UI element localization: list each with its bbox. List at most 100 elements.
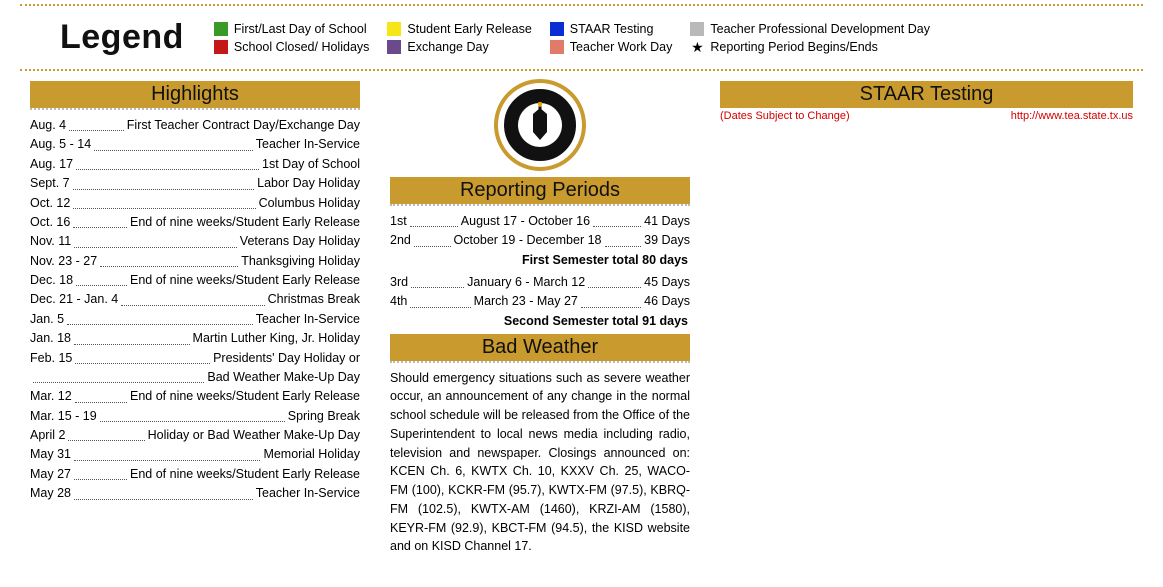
highlights-row: Aug. 17 1st Day of School	[30, 155, 360, 174]
swatch-salmon	[550, 40, 564, 54]
hl-desc: End of nine weeks/Student Early Release	[130, 465, 360, 484]
staar-title: STAAR Testing	[720, 81, 1133, 108]
leader-dots	[581, 292, 641, 307]
legend-item: ★ Reporting Period Begins/Ends	[690, 40, 930, 54]
hl-desc: End of nine weeks/Student Early Release	[130, 271, 360, 290]
hl-date: Feb. 15	[30, 349, 72, 368]
highlights-title: Highlights	[30, 81, 360, 108]
leader-dots	[76, 155, 259, 170]
hl-desc: Memorial Holiday	[263, 445, 360, 464]
rule-sub	[30, 108, 360, 110]
leader-dots	[69, 116, 124, 131]
badweather-title: Bad Weather	[390, 334, 690, 361]
highlights-row: Dec. 21 - Jan. 4 Christmas Break	[30, 290, 360, 309]
legend-item: Teacher Professional Development Day	[690, 22, 930, 36]
leader-dots	[605, 231, 642, 246]
hl-date: Nov. 23 - 27	[30, 252, 97, 271]
highlights-row: May 27 End of nine weeks/Student Early Re…	[30, 465, 360, 484]
leader-dots	[75, 387, 127, 402]
swatch-blue	[550, 22, 564, 36]
leader-dots	[74, 465, 127, 480]
legend-label: STAAR Testing	[570, 22, 654, 36]
legend-label: Student Early Release	[407, 22, 531, 36]
reporting-row: 3rdJanuary 6 - March 1245 Days	[390, 273, 690, 292]
leader-dots	[411, 273, 464, 288]
legend-item: Student Early Release	[387, 22, 531, 36]
logo-ring-svg: KILLEEN INDEPENDENT SCHOOL DISTRICT	[498, 83, 582, 167]
swatch-purple	[387, 40, 401, 54]
hl-desc: Labor Day Holiday	[257, 174, 360, 193]
reporting-list-2: 3rdJanuary 6 - March 1245 Days4th March 2…	[390, 273, 690, 312]
rule-under-legend	[20, 69, 1143, 71]
hl-date: Dec. 21 - Jan. 4	[30, 290, 118, 309]
leader-dots	[73, 194, 255, 209]
hl-date: May 28	[30, 484, 71, 503]
staar-link[interactable]: http://www.tea.state.tx.us	[1011, 110, 1133, 122]
reporting-row: 1st August 17 - October 16 41 Days	[390, 212, 690, 231]
rp-ord: 4th	[390, 292, 407, 311]
hl-date: May 27	[30, 465, 71, 484]
svg-text:KILLEEN: KILLEEN	[522, 88, 559, 101]
highlights-row: May 28 Teacher In-Service	[30, 484, 360, 503]
reporting-row: 4thMarch 23 - May 2746 Days	[390, 292, 690, 311]
legend-label: Teacher Professional Development Day	[710, 22, 930, 36]
leader-dots	[75, 349, 210, 364]
rule-sub	[390, 361, 690, 363]
hl-date: Oct. 16	[30, 213, 70, 232]
hl-date: Sept. 7	[30, 174, 70, 193]
swatch-red	[214, 40, 228, 54]
highlights-row: Sept. 7 Labor Day Holiday	[30, 174, 360, 193]
highlights-row: Nov. 23 - 27 Thanksgiving Holiday	[30, 252, 360, 271]
middle-column: KILLEEN INDEPENDENT SCHOOL DISTRICT R	[390, 75, 690, 556]
rp-days: 39 Days	[644, 231, 690, 250]
svg-text:INDEPENDENT SCHOOL DISTRICT: INDEPENDENT SCHOOL DISTRICT	[510, 140, 570, 160]
leader-dots	[100, 252, 238, 267]
leader-dots	[73, 213, 127, 228]
swatch-green	[214, 22, 228, 36]
legend-title: Legend	[60, 18, 184, 57]
swatch-gray	[690, 22, 704, 36]
hl-desc: Thanksgiving Holiday	[241, 252, 360, 271]
legend-item: Exchange Day	[387, 40, 531, 54]
reporting-title: Reporting Periods	[390, 177, 690, 204]
hl-date: May 31	[30, 445, 71, 464]
hl-date: Oct. 12	[30, 194, 70, 213]
badweather-body: Should emergency situations such as seve…	[390, 369, 690, 557]
hl-date: Aug. 17	[30, 155, 73, 174]
legend-item: School Closed/ Holidays	[214, 40, 370, 54]
hl-desc: Teacher In-Service	[256, 484, 360, 503]
highlights-list: Aug. 4First Teacher Contract Day/Exchang…	[30, 116, 360, 504]
hl-desc: Teacher In-Service	[256, 310, 360, 329]
rp-days: 45 Days	[644, 273, 690, 292]
hl-desc: Teacher In-Service	[256, 135, 360, 154]
hl-desc: End of nine weeks/Student Early Release	[130, 387, 360, 406]
legend-item: Teacher Work Day	[550, 40, 673, 54]
rp-ord: 3rd	[390, 273, 408, 292]
hl-desc: Presidents' Day Holiday or	[213, 349, 360, 368]
hl-date: Jan. 18	[30, 329, 71, 348]
hl-desc: Christmas Break	[268, 290, 360, 309]
rp-range: March 23 - May 27	[474, 292, 578, 311]
hl-date: Mar. 15 - 19	[30, 407, 97, 426]
hl-desc: 1st Day of School	[262, 155, 360, 174]
legend-band: Legend First/Last Day of School School C…	[20, 10, 1143, 65]
reporting-list-1: 1stAugust 17 - October 1641 Days2ndOctob…	[390, 212, 690, 251]
rule-top	[20, 4, 1143, 6]
district-logo: KILLEEN INDEPENDENT SCHOOL DISTRICT	[390, 79, 690, 171]
highlights-row: Feb. 15 Presidents' Day Holiday or	[30, 349, 360, 368]
leader-dots	[94, 135, 253, 150]
leader-dots	[74, 445, 260, 460]
highlights-row: Aug. 4First Teacher Contract Day/Exchang…	[30, 116, 360, 135]
hl-date: Aug. 5 - 14	[30, 135, 91, 154]
rp-ord: 1st	[390, 212, 407, 231]
rp-days: 41 Days	[644, 212, 690, 231]
leader-dots	[593, 212, 641, 227]
hl-desc: Spring Break	[288, 407, 360, 426]
highlights-column: Highlights Aug. 4First Teacher Contract …	[30, 75, 360, 556]
rp-range: August 17 - October 16	[461, 212, 590, 231]
legend-label: Teacher Work Day	[570, 40, 673, 54]
leader-dots	[410, 292, 470, 307]
highlights-row: Dec. 18End of nine weeks/Student Early R…	[30, 271, 360, 290]
highlights-row: Mar. 15 - 19 Spring Break	[30, 407, 360, 426]
highlights-row: Mar. 12End of nine weeks/Student Early R…	[30, 387, 360, 406]
